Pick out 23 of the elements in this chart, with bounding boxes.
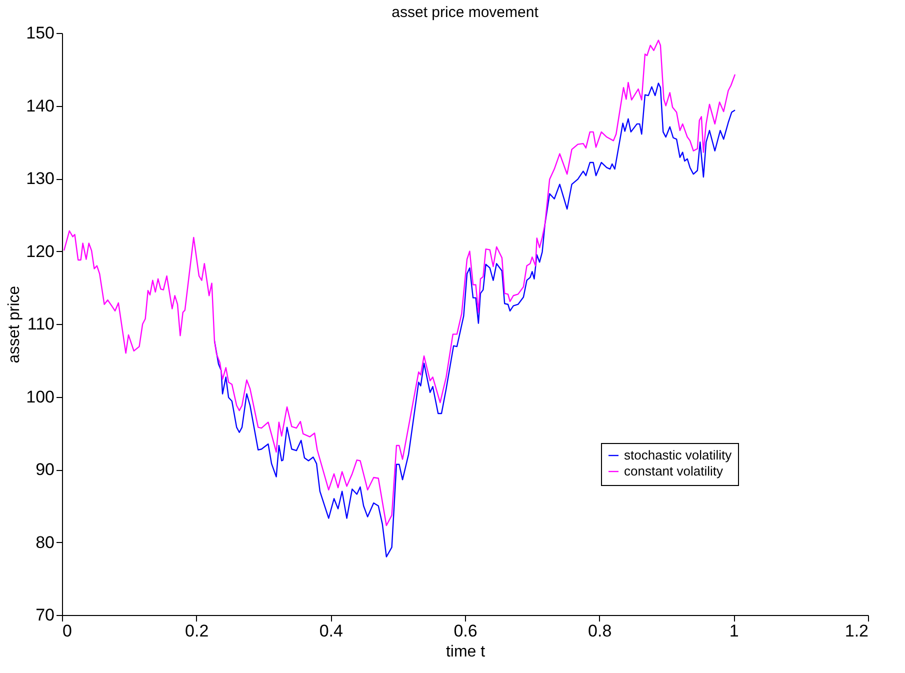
y-tick-label: 140 [26, 96, 54, 116]
y-tick-label: 80 [36, 532, 54, 552]
x-tick-label: 1 [729, 622, 739, 640]
x-tick-label: 0 [62, 622, 72, 640]
line-series [214, 82, 736, 558]
y-axis-title: asset price [6, 286, 24, 364]
y-tick-label: 90 [36, 460, 54, 479]
x-tick-label: 0.4 [319, 622, 343, 640]
x-axis-title: time t [446, 644, 486, 660]
x-tick-label: 0.6 [454, 622, 478, 640]
y-tick-label: 100 [26, 387, 54, 406]
x-tick-label: 1.2 [844, 622, 868, 640]
line-series [63, 40, 736, 526]
y-tick-label: 110 [27, 314, 54, 334]
y-tick-label: 70 [36, 606, 54, 624]
x-tick-label: 0.8 [588, 622, 612, 640]
y-tick-label: 130 [26, 169, 54, 188]
chart-title: asset price movement [392, 4, 540, 21]
legend-label: constant volatility [624, 464, 724, 478]
y-tick-label: 120 [26, 242, 54, 261]
y-tick-label: 150 [26, 24, 54, 42]
legend-label: stochastic volatility [624, 448, 732, 462]
x-tick-label: 0.2 [185, 622, 209, 640]
